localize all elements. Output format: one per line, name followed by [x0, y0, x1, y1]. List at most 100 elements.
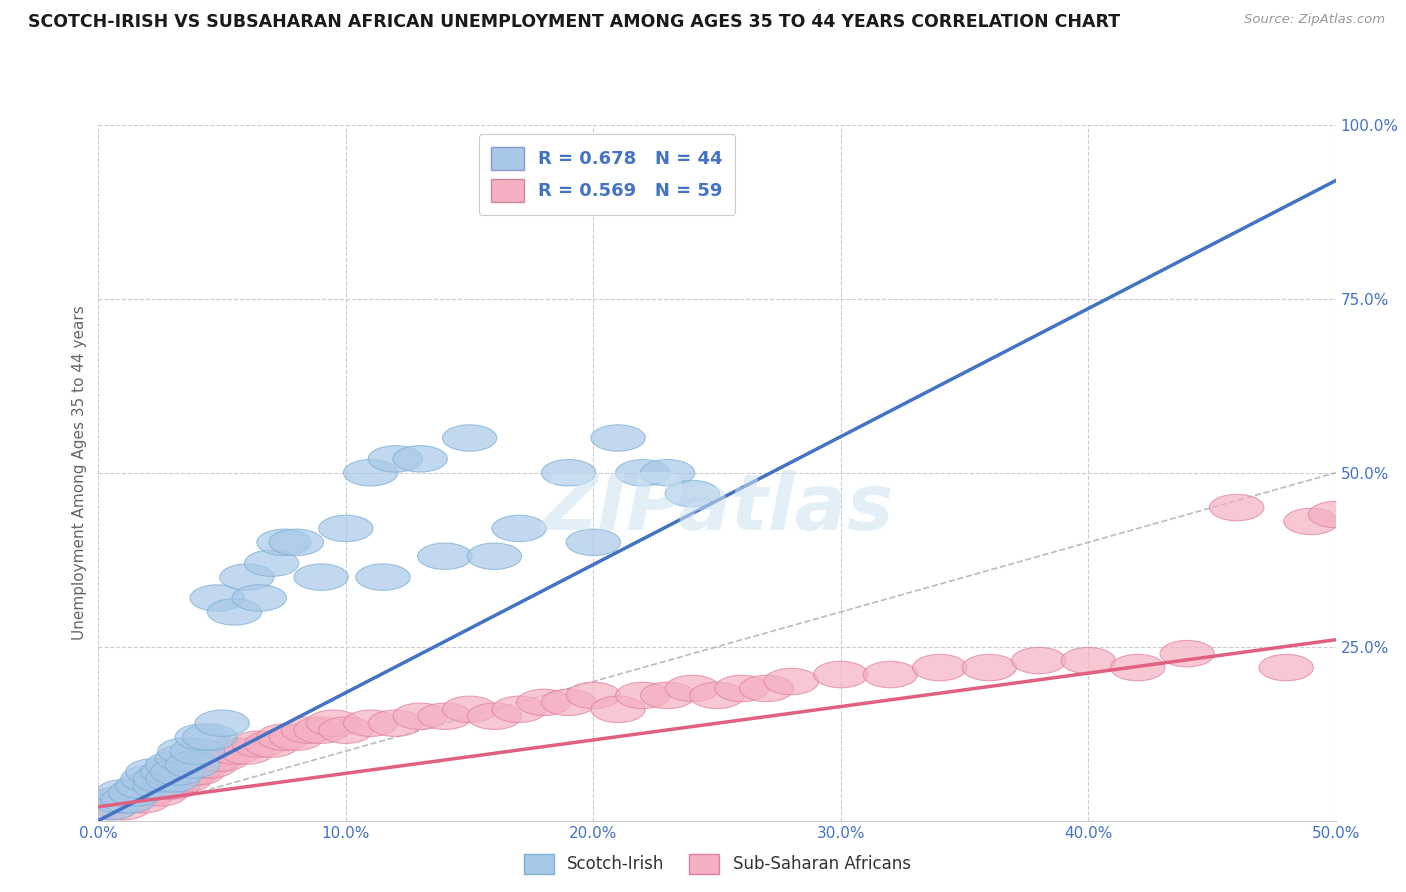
Ellipse shape: [232, 731, 287, 757]
Ellipse shape: [591, 696, 645, 723]
Ellipse shape: [443, 696, 496, 723]
Ellipse shape: [863, 661, 918, 688]
Ellipse shape: [91, 787, 145, 813]
Ellipse shape: [640, 682, 695, 708]
Ellipse shape: [269, 529, 323, 556]
Ellipse shape: [157, 765, 212, 792]
Ellipse shape: [125, 772, 180, 799]
Ellipse shape: [368, 710, 423, 737]
Ellipse shape: [257, 724, 311, 750]
Ellipse shape: [219, 738, 274, 764]
Ellipse shape: [1111, 655, 1166, 681]
Ellipse shape: [145, 752, 200, 778]
Ellipse shape: [690, 682, 744, 708]
Ellipse shape: [141, 759, 195, 785]
Ellipse shape: [190, 745, 245, 772]
Ellipse shape: [91, 787, 145, 813]
Ellipse shape: [176, 752, 229, 778]
Ellipse shape: [1284, 508, 1339, 534]
Ellipse shape: [141, 772, 195, 799]
Ellipse shape: [157, 738, 212, 764]
Ellipse shape: [665, 675, 720, 702]
Ellipse shape: [245, 731, 299, 757]
Ellipse shape: [121, 765, 176, 792]
Ellipse shape: [101, 787, 155, 813]
Ellipse shape: [108, 780, 163, 806]
Ellipse shape: [492, 696, 547, 723]
Ellipse shape: [567, 682, 620, 708]
Ellipse shape: [714, 675, 769, 702]
Ellipse shape: [1258, 655, 1313, 681]
Ellipse shape: [343, 710, 398, 737]
Ellipse shape: [195, 745, 249, 772]
Ellipse shape: [170, 759, 225, 785]
Ellipse shape: [83, 794, 138, 820]
Ellipse shape: [962, 655, 1017, 681]
Ellipse shape: [912, 655, 967, 681]
Ellipse shape: [145, 772, 200, 799]
Ellipse shape: [115, 772, 170, 799]
Ellipse shape: [166, 752, 219, 778]
Ellipse shape: [443, 425, 496, 451]
Ellipse shape: [134, 772, 187, 799]
Ellipse shape: [307, 710, 361, 737]
Ellipse shape: [96, 794, 150, 820]
Ellipse shape: [96, 780, 150, 806]
Ellipse shape: [467, 703, 522, 730]
Ellipse shape: [616, 682, 671, 708]
Ellipse shape: [418, 703, 472, 730]
Ellipse shape: [418, 543, 472, 569]
Text: Source: ZipAtlas.com: Source: ZipAtlas.com: [1244, 13, 1385, 27]
Ellipse shape: [115, 787, 170, 813]
Ellipse shape: [269, 724, 323, 750]
Ellipse shape: [134, 780, 187, 806]
Ellipse shape: [640, 459, 695, 486]
Ellipse shape: [125, 759, 180, 785]
Ellipse shape: [207, 599, 262, 625]
Y-axis label: Unemployment Among Ages 35 to 44 years: Unemployment Among Ages 35 to 44 years: [72, 305, 87, 640]
Ellipse shape: [150, 759, 205, 785]
Ellipse shape: [166, 759, 219, 785]
Ellipse shape: [567, 529, 620, 556]
Ellipse shape: [740, 675, 794, 702]
Text: ZIPatlas: ZIPatlas: [541, 469, 893, 546]
Ellipse shape: [134, 765, 187, 792]
Ellipse shape: [150, 765, 205, 792]
Ellipse shape: [207, 738, 262, 764]
Ellipse shape: [763, 668, 818, 695]
Ellipse shape: [170, 738, 225, 764]
Ellipse shape: [145, 765, 200, 792]
Ellipse shape: [1160, 640, 1215, 667]
Ellipse shape: [190, 585, 245, 611]
Ellipse shape: [541, 690, 596, 715]
Ellipse shape: [516, 690, 571, 715]
Ellipse shape: [392, 446, 447, 472]
Ellipse shape: [343, 459, 398, 486]
Ellipse shape: [356, 564, 411, 591]
Ellipse shape: [319, 717, 373, 743]
Ellipse shape: [176, 724, 229, 750]
Ellipse shape: [319, 516, 373, 541]
Ellipse shape: [219, 564, 274, 591]
Ellipse shape: [183, 752, 238, 778]
Ellipse shape: [294, 564, 349, 591]
Ellipse shape: [245, 550, 299, 576]
Ellipse shape: [183, 724, 238, 750]
Ellipse shape: [108, 780, 163, 806]
Ellipse shape: [83, 794, 138, 820]
Ellipse shape: [257, 529, 311, 556]
Ellipse shape: [814, 661, 868, 688]
Ellipse shape: [1011, 648, 1066, 673]
Ellipse shape: [101, 787, 155, 813]
Ellipse shape: [155, 745, 209, 772]
Ellipse shape: [281, 717, 336, 743]
Ellipse shape: [1062, 648, 1115, 673]
Ellipse shape: [616, 459, 671, 486]
Legend: Scotch-Irish, Sub-Saharan Africans: Scotch-Irish, Sub-Saharan Africans: [515, 846, 920, 882]
Ellipse shape: [1209, 494, 1264, 521]
Text: SCOTCH-IRISH VS SUBSAHARAN AFRICAN UNEMPLOYMENT AMONG AGES 35 TO 44 YEARS CORREL: SCOTCH-IRISH VS SUBSAHARAN AFRICAN UNEMP…: [28, 13, 1121, 31]
Ellipse shape: [665, 481, 720, 507]
Ellipse shape: [492, 516, 547, 541]
Ellipse shape: [121, 780, 176, 806]
Ellipse shape: [392, 703, 447, 730]
